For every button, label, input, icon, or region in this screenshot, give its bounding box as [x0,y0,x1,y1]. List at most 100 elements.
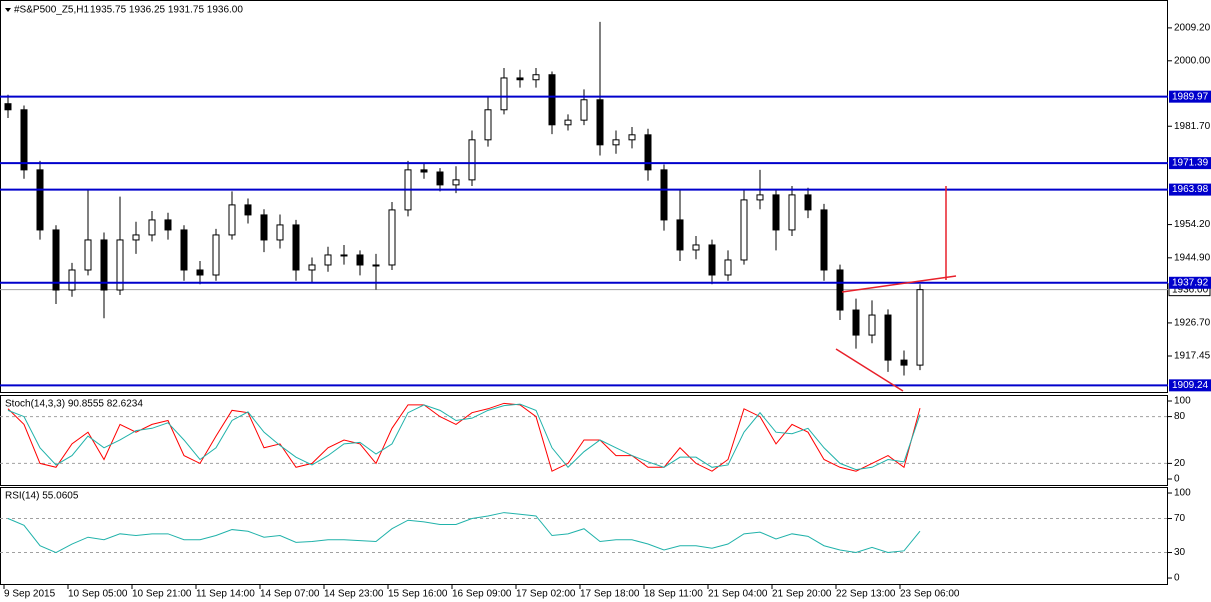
x-tick-label: 11 Sep 14:00 [196,589,255,600]
y-tick-label: 80 [1174,411,1186,422]
candle-body [52,229,60,291]
candle-body [36,169,44,231]
y-tick-label: 1926.70 [1174,318,1211,329]
candle-body [612,139,620,146]
candle-body [132,234,140,241]
trendline [835,348,904,392]
candle-body [852,309,860,336]
level-box [1169,157,1211,170]
candle-body [916,289,924,366]
x-tick-label: 21 Sep 20:00 [772,589,832,600]
candle-body [420,169,428,173]
candle-body [468,139,476,181]
candle-body [340,254,348,257]
candle-body [644,134,652,171]
candle-body [772,194,780,231]
y-tick-label: 1944.90 [1174,252,1211,263]
y-tick-label: 20 [1174,458,1186,469]
current-price-label: 1936.00 [1172,284,1209,295]
candle-body [756,194,764,201]
candle-body [884,314,892,361]
y-tick-label: 2000.00 [1174,55,1211,66]
x-tick-label: 23 Sep 06:00 [900,589,960,600]
y-tick-label: 0 [1174,474,1180,485]
candle-body [692,244,700,251]
level-box [1169,276,1211,289]
y-tick-label: 1954.20 [1174,219,1211,230]
x-tick-label: 18 Sep 11:00 [644,589,703,600]
level-box [1169,90,1211,103]
y-tick-label: 2009.20 [1174,23,1211,34]
candle-body [68,269,76,291]
x-tick-label: 14 Sep 23:00 [324,589,384,600]
price-panel [0,0,1168,393]
y-tick-label: 100 [1174,488,1191,499]
candle-body [276,224,284,241]
candle-body [100,239,108,291]
x-tick-label: 14 Sep 07:00 [260,589,320,600]
candle-body [500,77,508,111]
candle-body [548,74,556,126]
trendlines [835,186,957,392]
candle-body [804,194,812,211]
x-tick-label: 15 Sep 16:00 [388,589,448,600]
rsi-title: RSI(14) 55.0605 [5,491,79,502]
candle-body [532,74,540,81]
series-line [7,512,921,554]
level-label: 1963.98 [1172,184,1209,195]
x-tick-label: 9 Sep 2015 [4,589,56,600]
candle-body [212,234,220,276]
candle-body [388,209,396,266]
candle-body [628,134,636,141]
x-tick-label: 10 Sep 21:00 [132,589,192,600]
x-tick-label: 10 Sep 05:00 [68,589,128,600]
candle-body [660,169,668,221]
series-line [7,402,921,472]
rsi-panel [0,487,1168,585]
y-tick-label: 0 [1174,573,1180,584]
trendline [841,275,957,293]
candle-body [868,314,876,336]
candle-body [84,239,92,271]
level-box [1169,379,1211,392]
candle-body [164,219,172,231]
x-tick-label: 17 Sep 02:00 [516,589,576,600]
series-line [7,403,921,471]
candle-body [724,259,732,276]
candle-body [484,109,492,141]
quote: 1935.75 1936.25 1931.75 1936.00 [90,5,243,16]
candle-body [260,214,268,241]
candle-body [836,269,844,311]
candle-body [900,359,908,366]
level-label: 1909.24 [1172,380,1209,391]
candle-body [228,204,236,236]
candle-body [516,77,524,81]
candle-body [4,103,12,111]
candle-body [308,264,316,271]
x-tick-label: 16 Sep 09:00 [452,589,512,600]
x-tick-label: 22 Sep 13:00 [836,589,896,600]
candle-body [244,204,252,216]
y-tick-label: 1917.45 [1174,351,1211,362]
symbol: #S&P500_Z5,H1 [14,5,89,16]
candle-body [324,254,332,266]
level-label: 1971.39 [1172,158,1209,169]
candle-body [20,109,28,171]
x-tick-label: 21 Sep 04:00 [708,589,768,600]
candle-body [436,171,444,186]
candle-body [356,254,364,266]
y-tick-label: 70 [1174,513,1186,524]
candle-body [180,229,188,271]
level-label: 1937.92 [1172,277,1209,288]
candle-body [292,224,300,271]
candle-body [148,219,156,236]
candle-body [116,239,124,291]
candle-body [196,269,204,276]
x-tick-label: 17 Sep 18:00 [580,589,640,600]
candle-body [708,244,716,276]
candle-body [820,209,828,271]
y-tick-label: 100 [1174,396,1191,407]
candle-body [788,194,796,231]
candle-body [564,119,572,126]
